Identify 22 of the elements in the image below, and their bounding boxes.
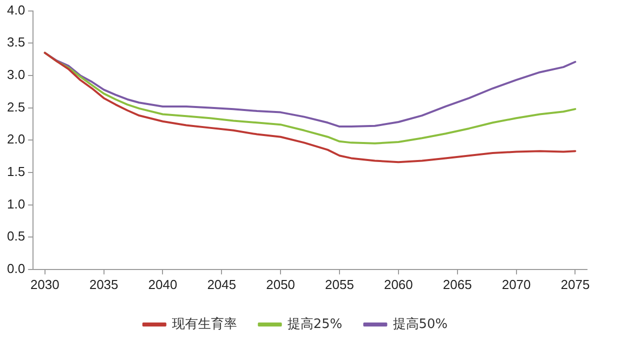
y-tick-label: 0.0 [6,260,26,276]
x-tick-label: 2045 [207,276,236,292]
y-tick-label: 2.0 [6,132,26,147]
y-tick-label: 4.0 [6,2,26,18]
y-tick-label: 3.0 [6,67,26,82]
y-tick-label: 1.5 [6,164,26,180]
x-tick-label: 2035 [89,276,118,292]
x-tick-label: 2075 [560,276,590,292]
legend-label: 现有生育率 [172,316,237,332]
x-tick-label: 2070 [502,276,531,292]
y-tick-label: 3.5 [6,34,26,50]
x-tick-label: 2060 [384,276,413,292]
y-tick-label: 1.0 [6,196,26,212]
legend-label: 提高50% [392,316,448,332]
x-tick-label: 2030 [30,276,60,292]
x-tick-label: 2055 [325,276,354,292]
x-tick-label: 2040 [148,276,178,292]
y-tick-label: 2.5 [6,99,26,114]
y-tick-label: 0.5 [6,228,26,244]
x-tick-label: 2050 [266,276,296,292]
x-tick-label: 2065 [442,276,472,292]
legend-label: 提高25% [287,316,342,332]
